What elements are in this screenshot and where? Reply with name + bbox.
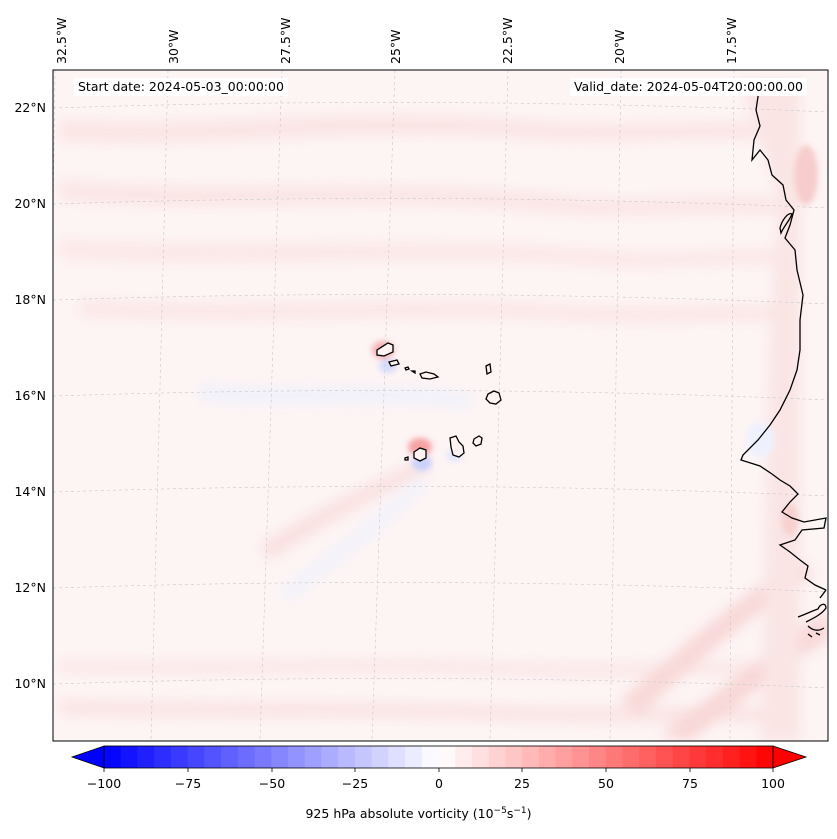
lon-label: 25°W: [388, 29, 403, 64]
colorbar-bin: [120, 746, 139, 768]
colorbar-tick-label: 50: [598, 776, 614, 791]
colorbar-label-exponent: −5: [493, 806, 507, 816]
colorbar-bin: [756, 746, 774, 768]
lon-labels: 32.5°W 30°W 27.5°W 25°W 22.5°W 20°W 17.5…: [54, 18, 739, 64]
cabo-verde-islands: [376, 342, 502, 462]
colorbar-ticks: −100 −75 −50 −25 0 25 50 75 100: [87, 768, 785, 791]
vorticity-field: [53, 70, 828, 741]
colorbar-bin: [455, 746, 473, 768]
colorbar-tick-label: −25: [342, 776, 368, 791]
colorbar-tick-label: 0: [435, 776, 443, 791]
colorbar-bin: [622, 746, 640, 768]
lon-label: 30°W: [166, 29, 181, 64]
colorbar-bin: [388, 746, 406, 768]
lon-label: 17.5°W: [724, 18, 739, 64]
lat-label: 20°N: [14, 196, 46, 211]
colorbar-bin: [639, 746, 657, 768]
colorbar-bin: [321, 746, 339, 768]
lat-label: 16°N: [14, 388, 46, 403]
colorbar-label-close: ): [526, 806, 532, 822]
colorbar-bin: [689, 746, 707, 768]
colorbar-bin: [237, 746, 256, 768]
colorbar-bin: [488, 746, 507, 768]
colorbar-bin: [706, 746, 724, 768]
colorbar-label-unit: s: [506, 806, 514, 822]
colorbar-bin: [505, 746, 523, 768]
start-date-label: Start date: 2024-05-03_00:00:00: [74, 78, 288, 96]
colorbar-bin: [722, 746, 741, 768]
colorbar-label-exponent: −1: [513, 806, 527, 816]
lon-label: 32.5°W: [54, 18, 69, 64]
colorbar-extend-min: [70, 745, 105, 769]
lon-label: 22.5°W: [500, 18, 515, 64]
colorbar-bin: [655, 746, 674, 768]
colorbar-bin: [221, 746, 239, 768]
colorbar-bin: [154, 746, 172, 768]
colorbar-tick-label: 75: [682, 776, 698, 791]
colorbar-bin: [187, 746, 205, 768]
lon-label: 27.5°W: [278, 18, 293, 64]
lat-labels: 22°N 20°N 18°N 16°N 14°N 12°N 10°N: [14, 100, 46, 691]
colorbar-bin: [405, 746, 423, 768]
colorbar-bin: [589, 746, 607, 768]
colorbar-bin: [338, 746, 356, 768]
colorbar-bin: [254, 746, 272, 768]
colorbar: [104, 746, 774, 768]
colorbar-bin: [304, 746, 323, 768]
colorbar-bin: [204, 746, 222, 768]
lat-label: 12°N: [14, 580, 46, 595]
colorbar-bin: [572, 746, 590, 768]
lon-label: 20°W: [612, 29, 627, 64]
colorbar-tick-label: 25: [514, 776, 530, 791]
colorbar-bin: [421, 746, 440, 768]
colorbar-bin: [555, 746, 573, 768]
map-frame: [52, 69, 829, 742]
colorbar-bin: [471, 746, 490, 768]
colorbar-bin: [137, 746, 155, 768]
coastlines: [740, 89, 827, 638]
colorbar-bin: [522, 746, 540, 768]
colorbar-tick-label: 100: [761, 776, 785, 791]
colorbar-label-text: 925 hPa absolute vorticity (10: [305, 806, 494, 822]
colorbar-tick-label: −100: [87, 776, 121, 791]
colorbar-bin: [672, 746, 690, 768]
colorbar-tick-label: −50: [259, 776, 285, 791]
graticule: [53, 70, 828, 741]
colorbar-label: 925 hPa absolute vorticity (10−5s−1): [0, 806, 837, 821]
colorbar-bin: [354, 746, 373, 768]
colorbar-extend-max: [772, 745, 808, 769]
colorbar-bin: [104, 746, 122, 768]
colorbar-bin: [739, 746, 757, 768]
lat-label: 10°N: [14, 676, 46, 691]
colorbar-tick-label: −75: [175, 776, 201, 791]
lat-label: 14°N: [14, 484, 46, 499]
colorbar-bin: [371, 746, 389, 768]
lat-label: 18°N: [14, 292, 46, 307]
colorbar-bin: [438, 746, 456, 768]
colorbar-bin: [287, 746, 306, 768]
lat-label: 22°N: [14, 100, 46, 115]
colorbar-bin: [170, 746, 189, 768]
valid-date-label: Valid_date: 2024-05-04T20:00:00.00: [569, 78, 807, 96]
colorbar-bin: [605, 746, 624, 768]
colorbar-bin: [538, 746, 557, 768]
colorbar-bin: [271, 746, 289, 768]
